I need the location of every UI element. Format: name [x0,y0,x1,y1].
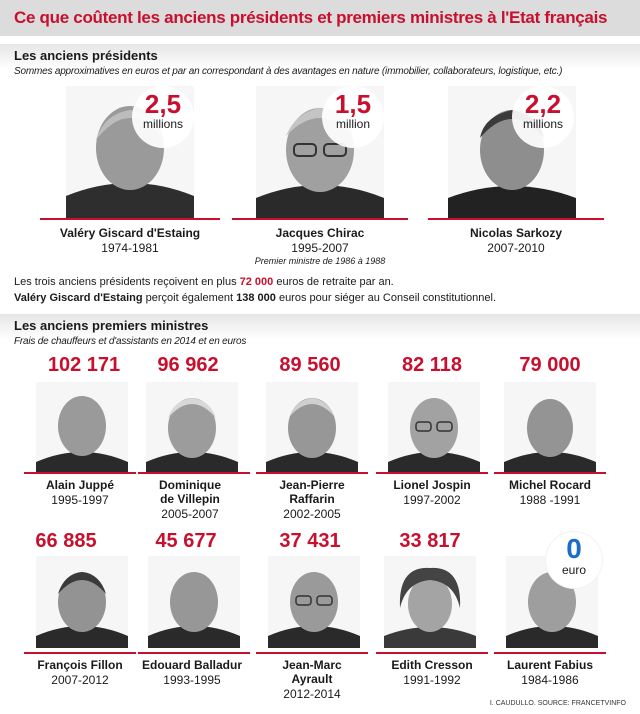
years-fabius: 1984-1986 [521,673,579,687]
amount-bubble-sarkozy: 2,2 millions [512,86,574,148]
amount-rocard: 79 000 [519,354,581,376]
title-bar: Ce que coûtent les anciens présidents et… [0,0,640,36]
council-line-post: euros pour siéger au Conseil constitutio… [275,292,497,304]
source-credit: I. CAUDULLO. SOURCE: FRANCETVINFO [489,700,626,707]
years-jospin: 1997-2002 [403,493,461,507]
council-line-mid: perçoit également [142,292,237,304]
amount-juppe: 102 171 [47,354,121,376]
portrait-villepin [146,382,238,474]
council-line-name: Valéry Giscard d'Estaing [14,292,143,304]
amount-sarkozy: 2,2 [524,89,562,119]
name-villepin: Dominique [159,478,221,492]
amount-giscard: 2,5 [144,89,182,119]
underline-rocard [494,472,606,474]
years-ayrault: 2012-2014 [283,687,341,701]
amount-fillon: 66 885 [35,530,97,552]
amount-villepin: 96 962 [157,354,219,376]
portrait-cresson [384,556,476,648]
name-rocard: Michel Rocard [508,478,592,492]
years-raffarin: 2002-2005 [283,507,341,521]
portrait-balladur [148,556,240,648]
retirement-line-post: euros de retraite par an. [273,276,394,288]
unit-chirac: million [335,117,370,131]
name2-villepin: de Villepin [160,492,220,506]
unit-fabius: euro [561,563,587,577]
underline-villepin [138,472,250,474]
portrait-rocard [504,382,596,474]
underline-giscard [40,218,220,220]
amount-cresson: 33 817 [399,530,461,552]
portrait-chirac [256,86,384,218]
presidents-section-bar [0,44,640,70]
ministers-section-subtitle: Frais de chauffeurs et d'assistants en 2… [14,336,247,347]
name-cresson: Edith Cresson [391,658,473,672]
underline-cresson [376,652,488,654]
amount-fabius: 0 [566,533,582,564]
underline-sarkozy [428,218,604,220]
years-sarkozy: 2007-2010 [487,241,545,255]
note-chirac: Premier ministre de 1986 à 1988 [254,256,386,266]
name-chirac: Jacques Chirac [275,226,365,240]
name-fillon: François Fillon [37,658,123,672]
portrait-juppe [36,382,128,474]
amount-bubble-giscard: 2,5 millions [132,86,194,148]
underline-ayrault [256,652,368,654]
amount-chirac: 1,5 [334,89,372,119]
underline-raffarin [256,472,368,474]
amount-raffarin: 89 560 [279,354,341,376]
portrait-jospin [388,382,480,474]
retirement-amount: 72 000 [239,276,274,288]
underline-jospin [376,472,488,474]
underline-chirac [232,218,408,220]
amount-ayrault: 37 431 [279,530,341,552]
name-sarkozy: Nicolas Sarkozy [469,226,563,240]
years-fillon: 2007-2012 [51,673,109,687]
name-juppe: Alain Juppé [45,478,114,492]
council-line: Valéry Giscard d'Estaing perçoit égaleme… [14,292,496,304]
name-balladur: Edouard Balladur [141,658,242,672]
retirement-line-pre: Les trois anciens présidents reçoivent e… [14,276,240,288]
page-title: Ce que coûtent les anciens présidents et… [14,8,608,27]
name-giscard: Valéry Giscard d'Estaing [59,226,201,240]
years-balladur: 1993-1995 [163,673,221,687]
amount-jospin: 82 118 [401,354,463,376]
years-cresson: 1991-1992 [403,673,461,687]
years-villepin: 2005-2007 [161,507,219,521]
amount-bubble-fabius: 0 euro [546,532,602,588]
council-amount: 138 000 [236,292,276,304]
portrait-raffarin [266,382,358,474]
portrait-ayrault [268,556,360,648]
name-raffarin: Jean-Pierre [279,478,345,492]
years-giscard: 1974-1981 [101,241,159,255]
presidents-section-title: Les anciens présidents [14,48,158,63]
amount-balladur: 45 677 [155,530,217,552]
underline-fabius [494,652,606,654]
name-ayrault: Jean-Marc [282,658,342,672]
years-rocard: 1988 -1991 [519,493,581,507]
portrait-fillon [36,556,128,648]
ministers-section-title: Les anciens premiers ministres [14,318,209,333]
underline-juppe [24,472,136,474]
name2-ayrault: Ayrault [291,672,333,686]
underline-balladur [138,652,250,654]
name2-raffarin: Raffarin [289,492,335,506]
name-jospin: Lionel Jospin [393,478,471,492]
years-juppe: 1995-1997 [51,493,109,507]
presidents-section-subtitle: Sommes approximatives en euros et par an… [14,66,563,77]
underline-fillon [24,652,136,654]
ministers-section-bar [0,314,640,340]
name-fabius: Laurent Fabius [506,658,593,672]
years-chirac: 1995-2007 [291,241,349,255]
amount-bubble-chirac: 1,5 million [322,86,384,148]
unit-giscard: millions [142,117,183,131]
retirement-line: Les trois anciens présidents reçoivent e… [14,276,394,288]
unit-sarkozy: millions [522,117,563,131]
